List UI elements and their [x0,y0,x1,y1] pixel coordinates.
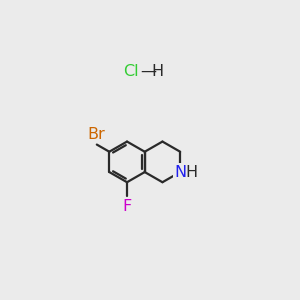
Text: Br: Br [88,127,105,142]
Text: —: — [140,64,156,79]
Text: Cl: Cl [123,64,139,79]
Text: F: F [122,199,132,214]
Text: N: N [174,165,186,180]
Text: H: H [186,165,198,180]
Text: H: H [152,64,164,79]
